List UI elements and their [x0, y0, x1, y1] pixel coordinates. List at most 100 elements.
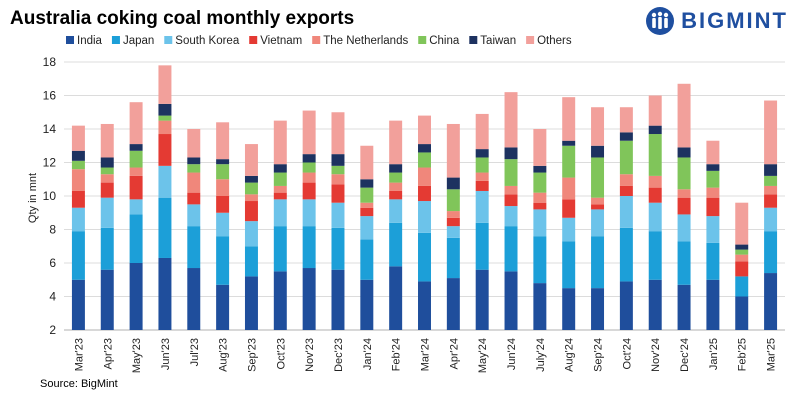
- bar-vietnam-mar-24: [418, 185, 431, 202]
- bar-japan-jun-24: [504, 226, 518, 272]
- bar-vietnam-dec-24: [677, 197, 691, 215]
- bar-the-netherlands-apr-23: [100, 174, 114, 183]
- bar-taiwan-nov-24: [648, 125, 662, 135]
- bar-taiwan-jan-25: [706, 164, 720, 171]
- bar-china-sep-24: [591, 157, 605, 198]
- bar-india-nov-23: [302, 268, 316, 330]
- bar-vietnam-jan-25: [706, 197, 720, 217]
- bar-vietnam-july-24: [533, 202, 547, 210]
- legend-swatch-vietnam: [249, 36, 258, 44]
- legend-swatch-the-netherlands: [312, 36, 321, 44]
- x-tick-label-aug-23: Aug'23: [218, 338, 230, 372]
- bar-taiwan-mar-24: [418, 144, 431, 153]
- bar-taiwan-dec-24: [677, 147, 691, 158]
- bar-south-korea-mar-23: [71, 207, 85, 232]
- bar-others-dec-23: [331, 112, 345, 155]
- bar-china-may-24: [475, 157, 489, 173]
- bar-india-oct-23: [273, 271, 287, 330]
- bar-taiwan-feb-24: [389, 164, 403, 173]
- bar-japan-jun-23: [158, 197, 172, 258]
- y-tick-label-8: 8: [49, 223, 56, 237]
- chart-legend: India Japan South Korea Vietnam The Netherla…: [66, 35, 572, 47]
- x-tick-label-feb-24: Feb'24: [391, 338, 403, 371]
- bar-others-jun-24: [504, 92, 518, 148]
- bar-others-apr-24: [446, 123, 460, 178]
- bar-vietnam-feb-25: [735, 261, 749, 277]
- bar-india-apr-24: [446, 278, 460, 330]
- x-tick-label-mar-25: Mar'25: [766, 338, 778, 371]
- bar-vietnam-oct-24: [619, 185, 633, 196]
- bar-vietnam-sep-23: [244, 201, 258, 222]
- legend-swatch-others: [526, 36, 535, 44]
- bar-china-oct-24: [619, 140, 633, 175]
- bar-vietnam-jun-24: [504, 194, 518, 207]
- x-tick-label-jun-23: Jun'23: [160, 338, 172, 370]
- bar-taiwan-jun-23: [158, 103, 172, 116]
- bar-china-oct-23: [273, 172, 287, 186]
- bar-vietnam-mar-23: [71, 190, 85, 208]
- bar-south-korea-oct-23: [273, 199, 287, 227]
- bar-china-aug-23: [216, 164, 230, 180]
- x-tick-label-may-24: May'24: [477, 338, 489, 373]
- bar-japan-sep-23: [244, 246, 258, 277]
- x-tick-label-july-24: July'24: [535, 338, 547, 372]
- bar-india-mar-25: [764, 273, 778, 330]
- bar-others-mar-23: [71, 125, 85, 151]
- bar-vietnam-aug-23: [216, 196, 230, 213]
- x-tick-label-apr-23: Apr'23: [102, 338, 114, 369]
- bar-china-jun-23: [158, 115, 172, 121]
- bar-south-korea-dec-24: [677, 214, 691, 242]
- x-tick-label-jan-25: Jan'25: [708, 338, 720, 370]
- bar-the-netherlands-aug-23: [216, 179, 230, 196]
- bar-south-korea-sep-23: [244, 221, 258, 247]
- bar-vietnam-oct-23: [273, 192, 287, 200]
- bar-japan-dec-23: [331, 227, 345, 270]
- bar-taiwan-dec-23: [331, 154, 345, 166]
- bar-japan-feb-24: [389, 222, 403, 267]
- bar-others-mar-24: [418, 115, 431, 145]
- bar-others-apr-23: [100, 123, 114, 158]
- bar-china-nov-23: [302, 162, 316, 173]
- bar-the-netherlands-apr-24: [446, 211, 460, 218]
- bar-india-jan-25: [706, 279, 720, 330]
- bar-the-netherlands-jan-24: [360, 202, 374, 208]
- legend-label-others: Others: [537, 35, 572, 47]
- bar-japan-apr-23: [100, 227, 114, 270]
- bar-china-mar-25: [764, 175, 778, 186]
- legend-label-vietnam: Vietnam: [260, 35, 302, 47]
- y-tick-label-2: 2: [49, 323, 56, 337]
- bar-south-korea-jun-23: [158, 165, 172, 198]
- bar-others-oct-23: [273, 120, 287, 165]
- bar-others-may-24: [475, 113, 489, 150]
- bar-taiwan-sep-24: [591, 145, 605, 158]
- bar-india-apr-23: [100, 269, 114, 330]
- bar-vietnam-jun-23: [158, 134, 172, 166]
- legend-swatch-taiwan: [469, 36, 478, 44]
- bar-taiwan-jan-24: [360, 179, 374, 188]
- bar-taiwan-jun-24: [504, 147, 518, 160]
- bar-vietnam-mar-25: [764, 194, 778, 208]
- y-tick-label-14: 14: [43, 122, 57, 136]
- x-tick-label-jun-24: Jun'24: [506, 338, 518, 370]
- y-tick-label-18: 18: [43, 55, 57, 69]
- bars-group: [71, 65, 778, 330]
- bar-japan-mar-25: [764, 231, 778, 274]
- bar-the-netherlands-may-23: [129, 167, 143, 176]
- bar-china-sep-23: [244, 182, 258, 195]
- bar-the-netherlands-sep-24: [591, 197, 605, 205]
- bar-india-feb-24: [389, 266, 403, 330]
- x-tick-label-dec-23: Dec'23: [333, 338, 345, 372]
- bar-others-jan-24: [360, 145, 374, 180]
- bar-others-jul-23: [187, 129, 201, 158]
- bar-south-korea-may-24: [475, 190, 489, 223]
- y-axis-label: Qty in mnt: [27, 173, 39, 223]
- bar-the-netherlands-jul-23: [187, 172, 201, 193]
- bar-the-netherlands-oct-24: [619, 174, 633, 186]
- bar-china-feb-24: [389, 172, 403, 183]
- bar-japan-nov-23: [302, 226, 316, 269]
- bar-the-netherlands-jan-25: [706, 187, 720, 198]
- bar-south-korea-mar-25: [764, 207, 778, 232]
- bar-south-korea-jan-25: [706, 216, 720, 243]
- bar-vietnam-feb-24: [389, 190, 403, 200]
